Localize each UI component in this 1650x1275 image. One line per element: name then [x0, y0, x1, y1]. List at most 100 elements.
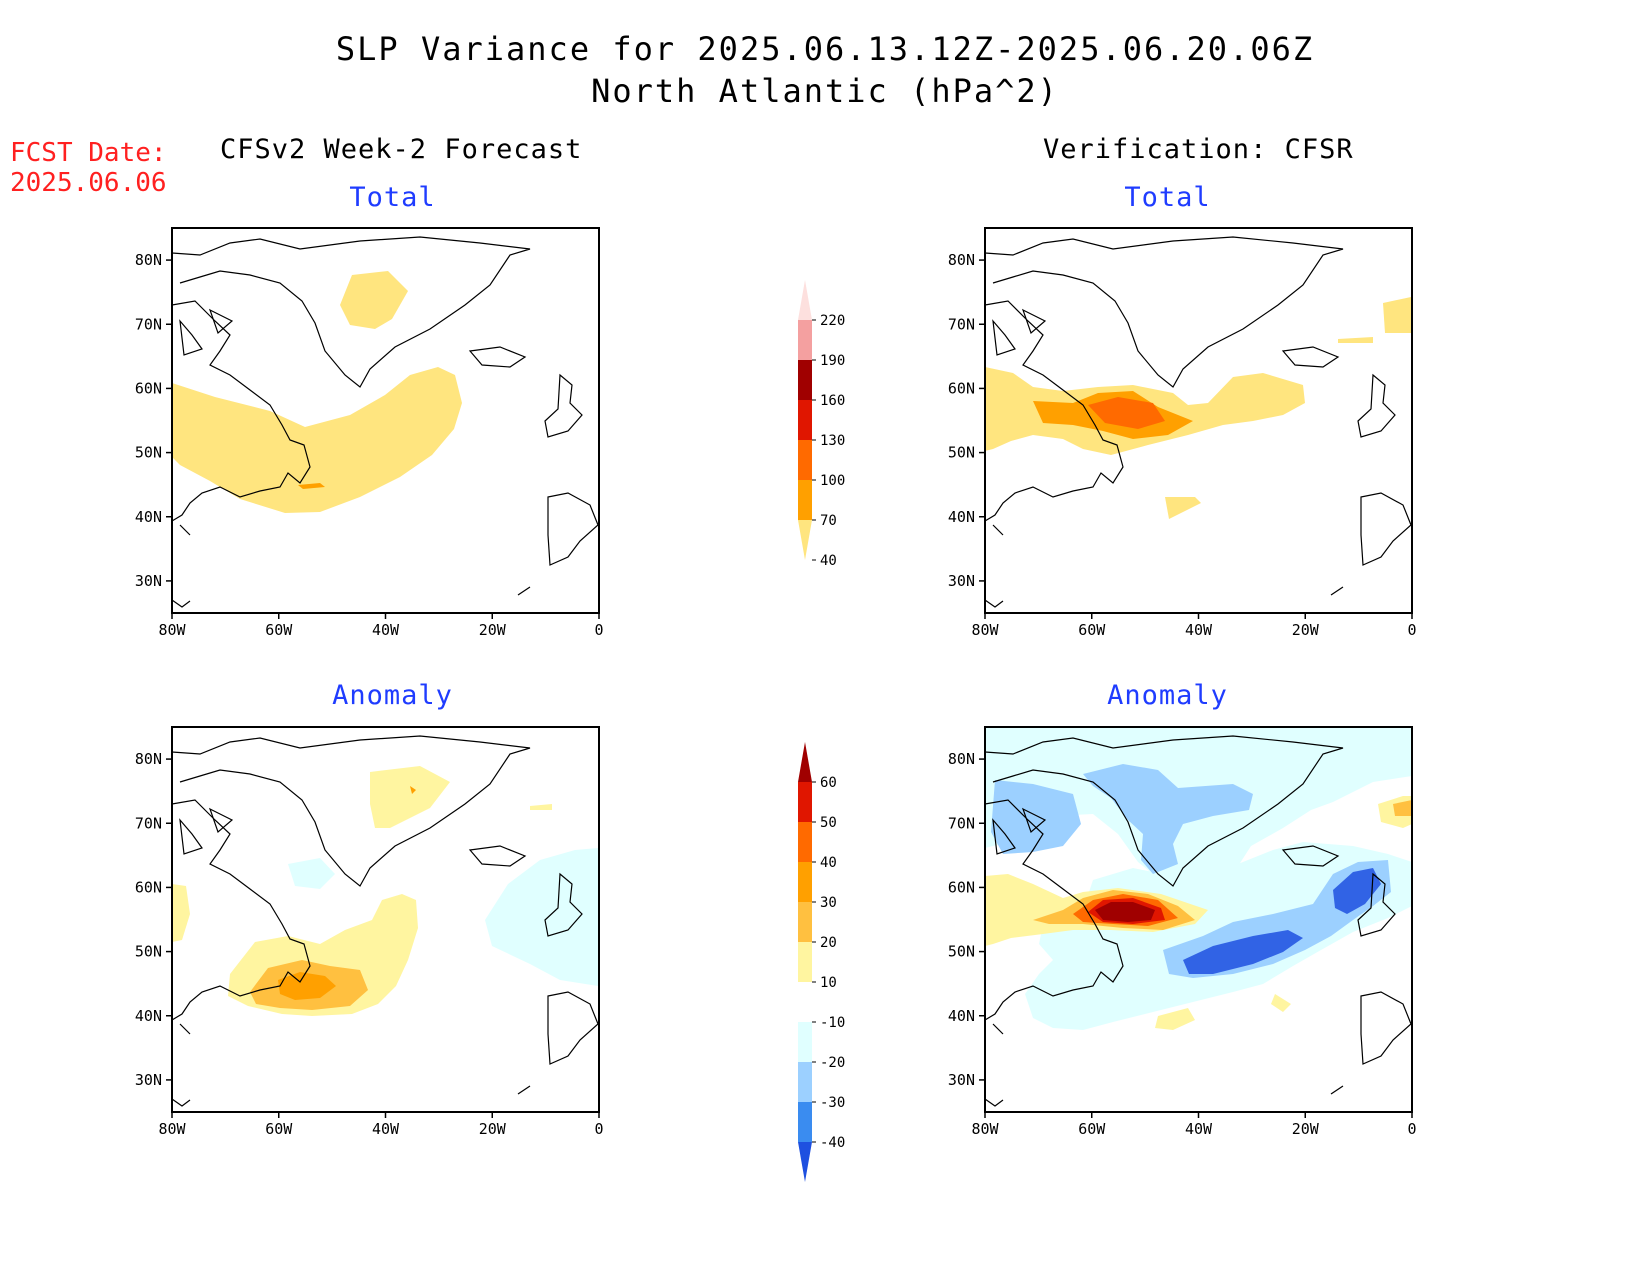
- lat-tick-label: 70N: [135, 315, 162, 333]
- lon-tick-label: 80W: [971, 621, 999, 639]
- lat-tick-label: 70N: [135, 814, 162, 832]
- colorbar-cell: [798, 902, 812, 942]
- colorbar-cell: [798, 982, 812, 1022]
- colorbar-cell: [798, 782, 812, 822]
- lat-tick-label: 80N: [948, 750, 975, 768]
- anomaly-colorbar: 60 50 40 30 20 10 -10 -20 -30 -40: [790, 742, 860, 1206]
- colorbar-tick-label: 70: [820, 513, 837, 529]
- colorbar-tick-label: 60: [820, 775, 837, 791]
- lat-tick-label: 30N: [948, 572, 975, 590]
- verification-anomaly-svg: 80N 70N 60N 50N 40N 30N 80W 60W 40W 20W 0: [948, 726, 1417, 1138]
- lon-tick-label: 20W: [1292, 621, 1320, 639]
- forecast-date-label: FCST Date:: [10, 138, 167, 168]
- forecast-anomaly-map: 80N 70N 60N 50N 40N 30N 80W 60W 40W 20W 0: [120, 724, 610, 1158]
- colorbar-tick-label: 50: [820, 815, 837, 831]
- lat-tick-label: 30N: [135, 572, 162, 590]
- colorbar-tick-label: 220: [820, 313, 845, 329]
- lat-tick-label: 40N: [135, 1007, 162, 1025]
- lat-tick-label: 30N: [135, 1071, 162, 1089]
- colorbar-cell: [798, 1102, 812, 1142]
- total-colorbar-svg: 220 190 160 130 100 70 40: [798, 280, 845, 569]
- lon-tick-label: 20W: [479, 1120, 507, 1138]
- lat-tick-label: 50N: [135, 943, 162, 961]
- colorbar-cell: [798, 1022, 812, 1062]
- lat-tick-label: 50N: [948, 444, 975, 462]
- lon-tick-label: 0: [594, 1120, 603, 1138]
- left-column-title: CFSv2 Week-2 Forecast: [220, 134, 583, 165]
- colorbar-bottom-arrow: [798, 1142, 812, 1182]
- lat-tick-label: 60N: [135, 379, 162, 397]
- colorbar-cell: [798, 862, 812, 902]
- lon-tick-label: 80W: [158, 1120, 186, 1138]
- colorbar-cell: [798, 400, 812, 440]
- lat-tick-label: 80N: [948, 251, 975, 269]
- lat-tick-label: 80N: [135, 750, 162, 768]
- colorbar-top-arrow: [798, 742, 812, 782]
- verification-anomaly-subtitle: Anomaly: [1107, 680, 1228, 711]
- colorbar-tick-label: 190: [820, 353, 845, 369]
- colorbar-tick-label: -10: [820, 1015, 845, 1031]
- lon-tick-label: 20W: [1292, 1120, 1320, 1138]
- total-colorbar: 220 190 160 130 100 70 40: [790, 280, 860, 624]
- lat-tick-label: 50N: [135, 444, 162, 462]
- colorbar-tick-label: 130: [820, 433, 845, 449]
- verification-total-svg: 80N 70N 60N 50N 40N 30N 80W 60W 40W 20W 0: [948, 227, 1417, 639]
- lat-tick-label: 50N: [948, 943, 975, 961]
- lon-tick-label: 40W: [1185, 1120, 1213, 1138]
- colorbar-tick-label: 40: [820, 553, 837, 569]
- lat-tick-label: 60N: [948, 878, 975, 896]
- colorbar-tick-label: -30: [820, 1095, 845, 1111]
- lon-tick-label: 60W: [1078, 1120, 1106, 1138]
- lat-tick-label: 40N: [948, 1007, 975, 1025]
- lon-tick-label: 80W: [971, 1120, 999, 1138]
- lat-tick-label: 80N: [135, 251, 162, 269]
- lat-tick-label: 70N: [948, 814, 975, 832]
- forecast-total-subtitle: Total: [349, 182, 436, 213]
- lon-tick-label: 60W: [1078, 621, 1106, 639]
- forecast-total-map: 80N 70N 60N 50N 40N 30N 80W 60W 40W 20W 0: [120, 225, 610, 659]
- colorbar-cell: [798, 942, 812, 982]
- lat-tick-label: 70N: [948, 315, 975, 333]
- colorbar-cell: [798, 440, 812, 480]
- figure-title: SLP Variance for 2025.06.13.12Z-2025.06.…: [335, 30, 1315, 68]
- forecast-anomaly-svg: 80N 70N 60N 50N 40N 30N 80W 60W 40W 20W 0: [135, 726, 604, 1138]
- forecast-anomaly-subtitle: Anomaly: [332, 680, 453, 711]
- lat-tick-label: 30N: [948, 1071, 975, 1089]
- colorbar-tick-label: 30: [820, 895, 837, 911]
- lon-tick-label: 0: [1407, 1120, 1416, 1138]
- colorbar-cell: [798, 320, 812, 360]
- forecast-date-value: 2025.06.06: [10, 168, 167, 198]
- lon-tick-label: 40W: [372, 621, 400, 639]
- colorbar-top-arrow: [798, 280, 812, 320]
- colorbar-cell: [798, 1062, 812, 1102]
- colorbar-bottom-arrow: [798, 520, 812, 560]
- verification-total-subtitle: Total: [1124, 182, 1211, 213]
- colorbar-cell: [798, 480, 812, 520]
- lon-tick-label: 40W: [1185, 621, 1213, 639]
- colorbar-tick-label: 40: [820, 855, 837, 871]
- forecast-date: FCST Date: 2025.06.06: [10, 138, 167, 198]
- lon-tick-label: 0: [594, 621, 603, 639]
- lat-tick-label: 40N: [135, 508, 162, 526]
- colorbar-tick-label: 10: [820, 975, 837, 991]
- lon-tick-label: 60W: [265, 1120, 293, 1138]
- colorbar-tick-label: 20: [820, 935, 837, 951]
- lon-tick-label: 40W: [372, 1120, 400, 1138]
- lat-tick-label: 60N: [948, 379, 975, 397]
- lon-tick-label: 0: [1407, 621, 1416, 639]
- colorbar-tick-label: -40: [820, 1135, 845, 1151]
- right-column-title: Verification: CFSR: [1043, 134, 1354, 165]
- lon-tick-label: 20W: [479, 621, 507, 639]
- verification-total-map: 80N 70N 60N 50N 40N 30N 80W 60W 40W 20W 0: [933, 225, 1423, 659]
- lat-tick-label: 40N: [948, 508, 975, 526]
- lon-tick-label: 60W: [265, 621, 293, 639]
- verification-anomaly-map: 80N 70N 60N 50N 40N 30N 80W 60W 40W 20W 0: [933, 724, 1423, 1158]
- lon-tick-label: 80W: [158, 621, 186, 639]
- forecast-total-svg: 80N 70N 60N 50N 40N 30N 80W 60W 40W 20W 0: [135, 227, 604, 639]
- colorbar-tick-label: 100: [820, 473, 845, 489]
- figure-subtitle: North Atlantic (hPa^2): [591, 72, 1059, 110]
- colorbar-tick-label: -20: [820, 1055, 845, 1071]
- anomaly-colorbar-svg: 60 50 40 30 20 10 -10 -20 -30 -40: [798, 742, 845, 1182]
- colorbar-tick-label: 160: [820, 393, 845, 409]
- lat-tick-label: 60N: [135, 878, 162, 896]
